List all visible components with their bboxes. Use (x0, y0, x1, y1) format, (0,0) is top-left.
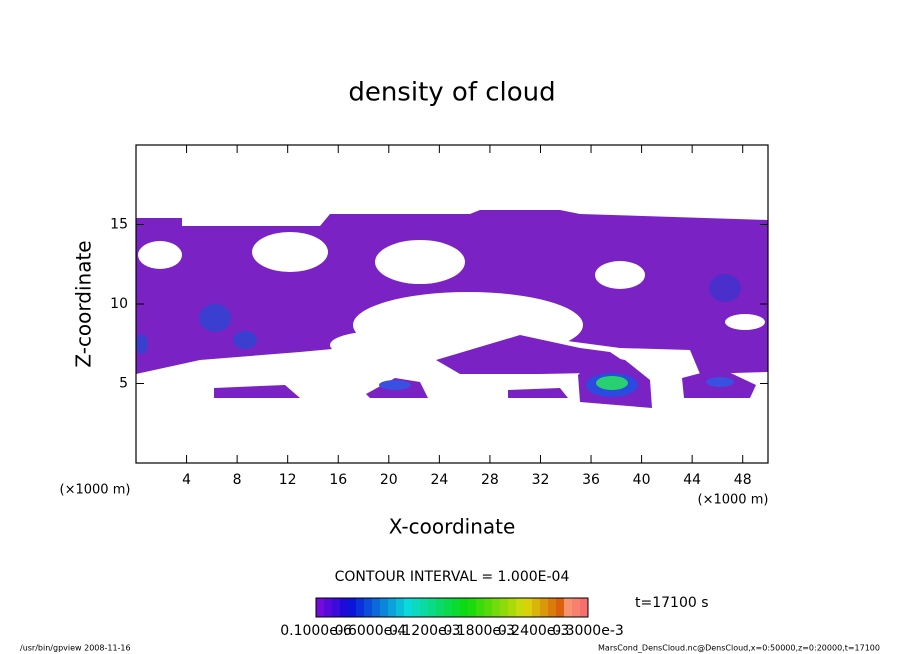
colorbar-label: 0.1000e-6 (280, 623, 352, 639)
x-tick-label: 32 (532, 472, 550, 488)
y-tick-label: 5 (119, 376, 128, 392)
colorbar-label: 0.6000e-4 (335, 623, 407, 639)
footer-left: /usr/bin/gpview 2008-11-16 (20, 644, 131, 653)
colorbar-band (452, 598, 461, 617)
colorbar-band (524, 598, 533, 617)
colorbar-band (460, 598, 469, 617)
x-tick-label: 44 (683, 472, 701, 488)
colorbar-band (532, 598, 541, 617)
x-tick-label: 48 (734, 472, 752, 488)
colorbar-band (556, 598, 565, 617)
colorbar-band (484, 598, 493, 617)
y-axis-label: Z-coordinate (72, 240, 96, 367)
colorbar-band (380, 598, 389, 617)
colorbar-band (500, 598, 509, 617)
x-tick-label: 4 (182, 472, 191, 488)
colorbar-band (420, 598, 429, 617)
colorbar-band (404, 598, 413, 617)
contour-interval: CONTOUR INTERVAL = 1.000E-04 (335, 569, 570, 585)
y-tick-label: 10 (110, 296, 128, 312)
footer-right: MarsCond_DensCloud.nc@DensCloud,x=0:5000… (598, 644, 880, 653)
colorbar-band (428, 598, 437, 617)
colorbar-band (468, 598, 477, 617)
chart-title: density of cloud (348, 78, 555, 108)
colorbar-band (332, 598, 341, 617)
cloud-field (136, 210, 768, 408)
colorbar-band (356, 598, 365, 617)
colorbar-band (516, 598, 525, 617)
x-tick-label: 40 (633, 472, 651, 488)
colorbar-frame (315, 597, 589, 618)
colorbar-band (572, 598, 581, 617)
colorbar-label: 0.1200e-3 (389, 623, 461, 639)
colorbar-band (324, 598, 333, 617)
colorbar-band (412, 598, 421, 617)
x-tick-label: 36 (582, 472, 600, 488)
colorbar-band (476, 598, 485, 617)
x-tick-label: 28 (481, 472, 499, 488)
x-axis-label: X-coordinate (389, 515, 516, 539)
time-label: t=17100 s (635, 595, 709, 611)
colorbar-label: 0.2400e-3 (498, 623, 570, 639)
colorbar-band (540, 598, 549, 617)
x-tick-label: 16 (329, 472, 347, 488)
colorbar-band (436, 598, 445, 617)
colorbar-band (548, 598, 557, 617)
x-unit-left: (×1000 m) (60, 483, 131, 498)
colorbar-band (364, 598, 373, 617)
y-tick-label: 15 (110, 217, 128, 233)
colorbar (316, 598, 589, 617)
colorbar-band (508, 598, 517, 617)
colorbar-band (580, 598, 589, 617)
x-tick-label: 24 (430, 472, 448, 488)
colorbar-band (340, 598, 349, 617)
x-unit-right: (×1000 m) (698, 493, 769, 508)
x-tick-label: 20 (380, 472, 398, 488)
colorbar-band (372, 598, 381, 617)
colorbar-band (564, 598, 573, 617)
x-tick-label: 8 (233, 472, 242, 488)
colorbar-band (444, 598, 453, 617)
colorbar-label: 0.1800e-3 (443, 623, 515, 639)
colorbar-band (316, 598, 325, 617)
x-tick-label: 12 (279, 472, 297, 488)
colorbar-band (348, 598, 357, 617)
colorbar-band (492, 598, 501, 617)
colorbar-band (388, 598, 397, 617)
colorbar-band (396, 598, 405, 617)
colorbar-label: 0.3000e-3 (552, 623, 624, 639)
